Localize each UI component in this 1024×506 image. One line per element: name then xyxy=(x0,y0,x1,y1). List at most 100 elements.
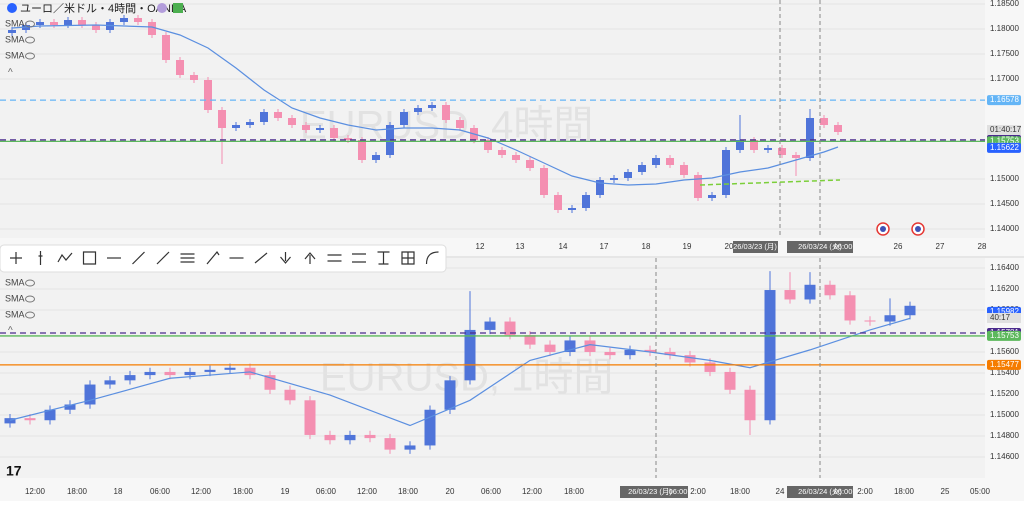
visibility-icon[interactable] xyxy=(25,52,35,60)
trend-line xyxy=(699,179,841,186)
candle-body xyxy=(484,140,492,150)
drawing-tool[interactable] xyxy=(206,250,220,265)
candle-body xyxy=(364,434,376,439)
candle-body xyxy=(344,138,352,140)
candle-body xyxy=(134,18,142,22)
visibility-icon[interactable] xyxy=(25,36,35,44)
candle-body xyxy=(824,284,836,296)
candle-body xyxy=(78,20,86,25)
candle-body xyxy=(164,371,176,376)
candle-body xyxy=(610,178,618,180)
price-label: 1.15477 xyxy=(990,360,1019,369)
candle-body xyxy=(400,112,408,125)
tool-icon xyxy=(327,254,342,262)
candle-body xyxy=(464,329,476,381)
candle-body xyxy=(844,295,856,321)
drawing-tool[interactable] xyxy=(10,252,22,264)
candle-body xyxy=(778,148,786,155)
candle-body xyxy=(384,438,396,450)
tool-icon xyxy=(377,251,390,265)
candle-body xyxy=(64,20,72,25)
x-tick-label: 06:00 xyxy=(316,487,337,496)
y-tick-label: 1.15600 xyxy=(990,347,1019,356)
y-tick-label: 1.17500 xyxy=(990,49,1019,58)
candle-body xyxy=(456,120,464,128)
x-tick-label: 25 xyxy=(941,487,950,496)
x-tick-label: 18:00 xyxy=(67,487,88,496)
drawing-tool[interactable] xyxy=(401,251,415,265)
candle-body xyxy=(24,418,36,421)
drawing-tool[interactable] xyxy=(352,253,366,263)
candle-body xyxy=(540,168,548,195)
visibility-icon[interactable] xyxy=(25,279,35,287)
tool-icon xyxy=(156,251,170,265)
crosshair-label-bg xyxy=(733,241,778,253)
candle-body xyxy=(684,355,696,363)
candle-body xyxy=(624,349,636,356)
x-tick-label: 28 xyxy=(978,242,987,251)
y-tick-label: 1.14000 xyxy=(990,224,1019,233)
tool-icon xyxy=(425,251,439,265)
drawing-tool[interactable] xyxy=(180,253,195,263)
drawing-tool[interactable] xyxy=(82,251,97,265)
x-tick-label: 12:00 xyxy=(357,487,378,496)
candle-body xyxy=(190,75,198,80)
drawing-tool[interactable] xyxy=(132,251,145,265)
candle-body xyxy=(246,122,254,125)
collapse-toggle[interactable]: ^ xyxy=(8,326,13,337)
drawing-tool[interactable] xyxy=(377,251,390,265)
candle-body xyxy=(324,434,336,441)
drawing-tool[interactable] xyxy=(57,252,73,263)
x-tick-label: 12:00 xyxy=(25,487,46,496)
status-icon xyxy=(157,3,167,13)
drawing-tool[interactable] xyxy=(304,252,316,264)
candle-body xyxy=(442,105,450,120)
candle-body xyxy=(694,175,702,198)
drawing-tool[interactable] xyxy=(280,252,291,264)
x-tick-label: 18:00 xyxy=(730,487,751,496)
candle-body xyxy=(444,380,456,410)
drawing-tool[interactable] xyxy=(327,254,342,262)
drawing-tool[interactable] xyxy=(38,251,43,265)
candle-body xyxy=(428,105,436,108)
candle-body xyxy=(224,367,236,370)
tool-icon xyxy=(254,252,268,264)
drawing-tool[interactable] xyxy=(425,251,439,265)
x-tick-label: 20 xyxy=(725,242,734,251)
visibility-icon[interactable] xyxy=(25,311,35,319)
x-tick-label: 20 xyxy=(446,487,455,496)
y-tick-label: 1.14800 xyxy=(990,431,1019,440)
price-label-bg xyxy=(987,359,1021,370)
crosshair-label: 26/03/23 (月) xyxy=(628,487,672,496)
candle-body xyxy=(724,371,736,390)
collapse-toggle[interactable]: ^ xyxy=(8,68,13,79)
y-tick-label: 1.16200 xyxy=(990,284,1019,293)
symbol-icon[interactable] xyxy=(7,3,17,13)
candle-body xyxy=(414,108,422,112)
x-tick-label: 12:00 xyxy=(522,487,543,496)
candle-body xyxy=(218,110,226,128)
candle-body xyxy=(302,125,310,130)
candle-body xyxy=(904,305,916,316)
event-icon-dot xyxy=(915,226,921,232)
indicator-label: SMA xyxy=(5,293,25,303)
drawing-tool[interactable] xyxy=(156,251,170,265)
visibility-icon[interactable] xyxy=(25,20,35,28)
crosshair-label: 06:00 xyxy=(834,487,853,496)
candle-body xyxy=(8,30,16,33)
candle-body xyxy=(372,155,380,160)
candle-body xyxy=(582,195,590,208)
price-label: 1.16578 xyxy=(990,95,1019,104)
candle-body xyxy=(804,284,816,300)
candle-body xyxy=(604,351,616,356)
drawing-tool[interactable] xyxy=(254,252,268,264)
candle-body xyxy=(284,389,296,401)
candle-body xyxy=(84,384,96,405)
candle-body xyxy=(288,118,296,125)
x-tick-label: 18:00 xyxy=(894,487,915,496)
chart-title: ユーロ／米ドル・4時間・OANDA xyxy=(20,2,187,15)
price-label: 1.15753 xyxy=(990,331,1019,340)
visibility-icon[interactable] xyxy=(25,295,35,303)
